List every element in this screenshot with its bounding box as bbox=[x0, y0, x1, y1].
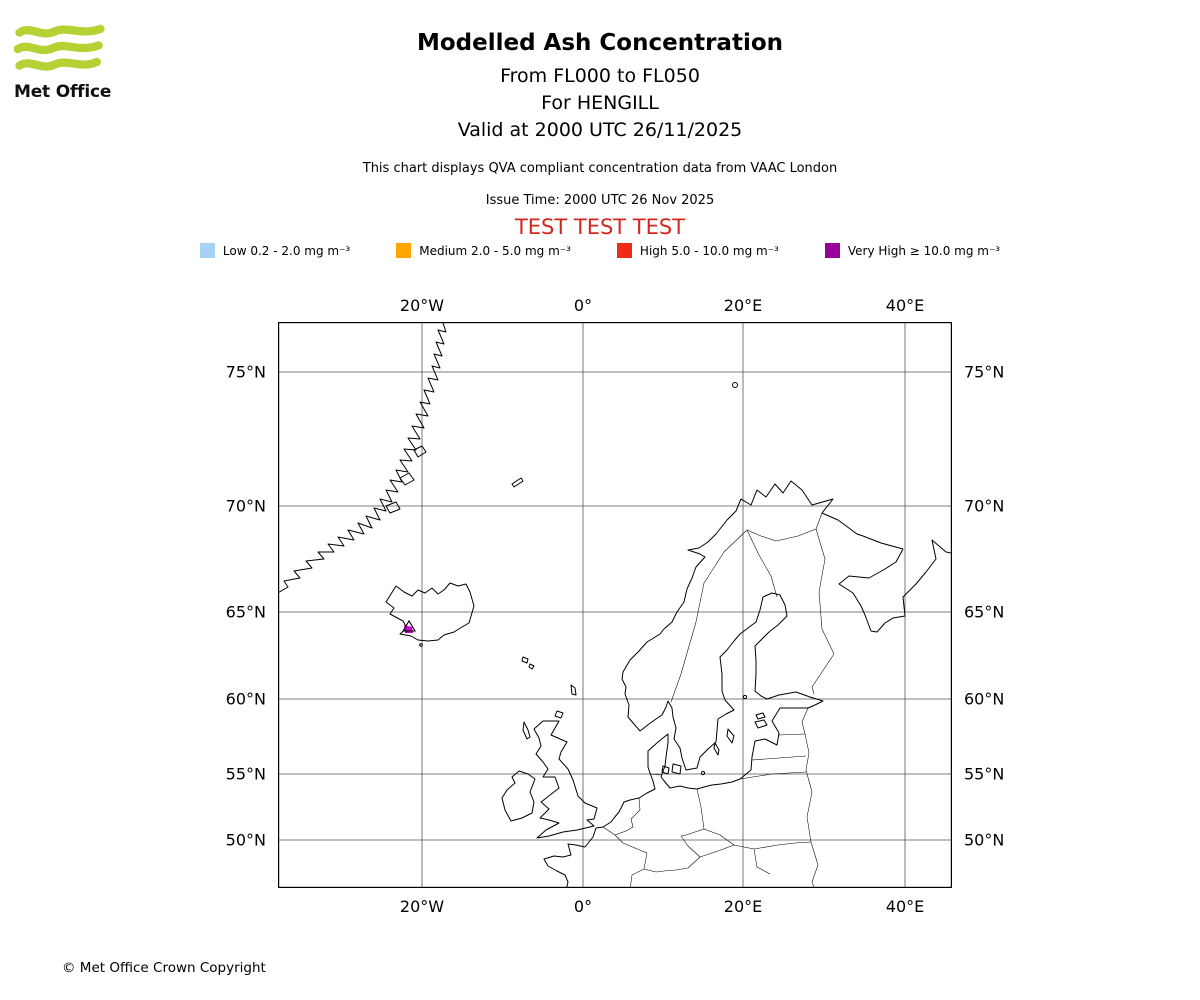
copyright-notice: © Met Office Crown Copyright bbox=[62, 960, 266, 976]
tick-label: 50°N bbox=[225, 830, 266, 850]
country-borders bbox=[602, 512, 835, 888]
legend-swatch bbox=[824, 243, 840, 258]
island-aland bbox=[742, 694, 748, 700]
coastline-ireland bbox=[501, 770, 536, 822]
legend-swatch bbox=[199, 243, 215, 258]
coastline-iceland bbox=[385, 582, 475, 642]
legend-swatch bbox=[616, 243, 632, 258]
coastlines bbox=[278, 322, 952, 888]
tick-label: 70°N bbox=[964, 496, 1005, 516]
legend-item: Very High ≥ 10.0 mg m⁻³ bbox=[824, 243, 1001, 258]
island-funen bbox=[661, 765, 670, 775]
island-jan-mayen bbox=[511, 477, 524, 488]
map-svg bbox=[278, 322, 952, 888]
subtitle-valid-time: Valid at 2000 UTC 26/11/2025 bbox=[457, 119, 743, 141]
coastline-europe-mainland bbox=[543, 480, 952, 888]
tick-label: 50°N bbox=[964, 830, 1005, 850]
island-hebrides bbox=[522, 721, 531, 740]
tick-label: 20°W bbox=[399, 296, 445, 315]
island-saaremaa bbox=[754, 719, 768, 729]
tick-label: 0° bbox=[573, 897, 593, 916]
logo-waves bbox=[13, 24, 105, 71]
subtitle-flight-levels: From FL000 to FL050 bbox=[500, 65, 700, 87]
island-bear-island bbox=[732, 382, 738, 388]
coastline-great-britain bbox=[533, 720, 598, 839]
tick-label: 40°E bbox=[885, 897, 925, 916]
tick-label: 20°E bbox=[723, 296, 763, 315]
island-orkney bbox=[554, 710, 564, 719]
ash-marker bbox=[402, 619, 416, 633]
legend-swatch bbox=[396, 243, 412, 258]
tick-label: 65°N bbox=[964, 602, 1005, 622]
tick-label: 20°W bbox=[399, 897, 445, 916]
legend-label: Low 0.2 - 2.0 mg m⁻³ bbox=[222, 243, 351, 258]
tick-label: 75°N bbox=[964, 362, 1005, 382]
volcano-triangle-icon bbox=[402, 619, 416, 632]
legend-item: Low 0.2 - 2.0 mg m⁻³ bbox=[199, 243, 351, 258]
island-zealand bbox=[671, 763, 682, 775]
map-border bbox=[278, 322, 952, 888]
subtitle-volcano: For HENGILL bbox=[541, 92, 659, 114]
island-vestmannaeyjar bbox=[419, 643, 423, 647]
test-banner: TEST TEST TEST bbox=[514, 215, 686, 239]
legend-label: High 5.0 - 10.0 mg m⁻³ bbox=[639, 243, 779, 258]
island-gotland bbox=[726, 728, 735, 744]
legend-item: Medium 2.0 - 5.0 mg m⁻³ bbox=[396, 243, 571, 258]
met-office-logo: Met Office bbox=[13, 24, 124, 102]
tick-label: 55°N bbox=[964, 764, 1005, 784]
page-title: Modelled Ash Concentration bbox=[416, 30, 784, 56]
legend-label: Medium 2.0 - 5.0 mg m⁻³ bbox=[419, 243, 571, 258]
logo-text: Met Office bbox=[14, 82, 112, 102]
tick-label: 70°N bbox=[225, 496, 266, 516]
island-shetland bbox=[570, 684, 577, 696]
island-oland bbox=[713, 742, 720, 756]
legend-label: Very High ≥ 10.0 mg m⁻³ bbox=[847, 243, 1001, 258]
legend-item: High 5.0 - 10.0 mg m⁻³ bbox=[616, 243, 779, 258]
header: Modelled Ash Concentration From FL000 to… bbox=[0, 30, 1200, 239]
tick-label: 20°E bbox=[723, 897, 763, 916]
tick-label: 65°N bbox=[225, 602, 266, 622]
map-frame: 20°W 20°W 0° 0° 20°E 20°E 40°E 40°E 75°N 75°N 70°N… bbox=[226, 296, 1005, 916]
legend: Low 0.2 - 2.0 mg m⁻³ Medium 2.0 - 5.0 mg … bbox=[0, 243, 1200, 258]
coastline-greenland bbox=[278, 322, 447, 594]
island-bornholm bbox=[700, 770, 706, 776]
island-faroes bbox=[521, 656, 535, 670]
issue-time: Issue Time: 2000 UTC 26 Nov 2025 bbox=[485, 193, 715, 208]
tick-label: 75°N bbox=[225, 362, 266, 382]
qva-description: This chart displays QVA compliant concen… bbox=[362, 161, 838, 176]
grid-lines bbox=[278, 322, 952, 888]
island-hiiumaa bbox=[755, 712, 766, 720]
coastline-greenland-islands bbox=[385, 445, 427, 514]
tick-label: 55°N bbox=[225, 764, 266, 784]
tick-label: 40°E bbox=[885, 296, 925, 315]
logo-waves-svg bbox=[13, 24, 105, 71]
tick-label: 0° bbox=[573, 296, 593, 315]
tick-label: 60°N bbox=[964, 689, 1005, 709]
tick-label: 60°N bbox=[225, 689, 266, 709]
